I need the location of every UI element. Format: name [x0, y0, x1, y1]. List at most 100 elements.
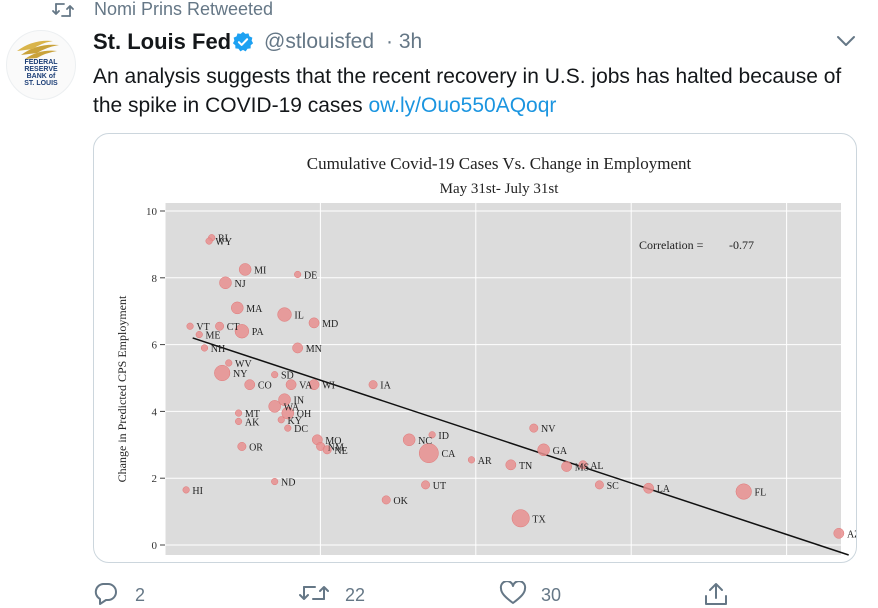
data-label-me: ME	[206, 331, 221, 342]
reply-count: 2	[135, 585, 146, 605]
data-label-in: IN	[294, 396, 305, 407]
data-point-vt	[186, 322, 194, 330]
avatar-logo-text: FEDERAL RESERVE BANK of ST. LOUIS	[7, 59, 75, 87]
data-point-mn	[292, 342, 303, 354]
chevron-down-icon[interactable]	[836, 34, 856, 48]
data-label-tn: TN	[519, 461, 532, 472]
data-point-nv	[529, 423, 539, 433]
data-label-mi: MI	[254, 265, 266, 276]
data-label-co: CO	[258, 381, 272, 392]
data-label-mo: MO	[325, 436, 341, 447]
data-label-wv: WV	[235, 359, 252, 370]
data-label-sd: SD	[281, 371, 294, 382]
data-point-co	[244, 379, 256, 391]
data-label-id: ID	[438, 431, 449, 442]
like-button[interactable]: 30	[499, 578, 579, 608]
data-label-or: OR	[249, 442, 263, 453]
data-point-or	[237, 442, 247, 451]
data-label-ok: OK	[393, 496, 408, 507]
data-point-ok	[381, 495, 391, 505]
data-label-nc: NC	[418, 436, 432, 447]
plot-area	[165, 203, 841, 555]
y-tick-label: 8	[152, 273, 158, 285]
data-label-tx: TX	[532, 514, 546, 525]
tweet-text: An analysis suggests that the recent rec…	[93, 62, 863, 120]
data-label-wy: WY	[215, 237, 232, 248]
data-point-me	[195, 331, 203, 339]
reply-icon	[94, 583, 117, 605]
data-point-wy	[205, 237, 213, 245]
data-label-ma: MA	[246, 304, 263, 315]
data-point-mt	[235, 409, 243, 417]
data-point-tn	[505, 459, 517, 471]
data-point-sc	[594, 480, 604, 490]
data-point-ms	[561, 461, 572, 472]
like-count: 30	[541, 585, 562, 605]
y-tick-label: 2	[152, 473, 158, 485]
logo-line: FEDERAL	[24, 59, 58, 66]
y-tick-label: 0	[152, 540, 158, 552]
logo-line: ST. LOUIS	[24, 80, 58, 87]
data-point-ak	[235, 417, 243, 425]
chart-subtitle: May 31st- July 31st	[440, 181, 560, 197]
data-point-ut	[421, 480, 431, 490]
data-point-fl	[735, 483, 752, 500]
data-label-oh: OH	[297, 409, 311, 420]
avatar[interactable]: FEDERAL RESERVE BANK of ST. LOUIS	[6, 30, 76, 100]
share-button[interactable]	[703, 578, 733, 608]
data-point-va	[285, 379, 297, 391]
data-point-tx	[511, 509, 530, 528]
data-point-hi	[182, 486, 190, 494]
data-label-va: VA	[299, 381, 313, 392]
tweet-link[interactable]: ow.ly/Ouo550AQoqr	[368, 94, 557, 117]
data-point-oh	[281, 406, 295, 420]
correlation-label: Correlation =	[639, 238, 704, 252]
retweet-button[interactable]: 22	[299, 578, 379, 608]
data-label-md: MD	[322, 319, 338, 330]
chart-title: Cumulative Covid-19 Cases Vs. Change in …	[307, 154, 692, 173]
data-point-ny	[214, 364, 231, 382]
data-point-ky	[277, 416, 285, 424]
author-name[interactable]: St. Louis Fed	[93, 29, 232, 54]
scatter-chart: Cumulative Covid-19 Cases Vs. Change in …	[115, 154, 857, 556]
data-label-az: AZ	[847, 529, 857, 540]
data-label-fl: FL	[755, 488, 767, 499]
data-point-ar	[467, 456, 476, 464]
retweet-label[interactable]: Nomi Prins Retweeted	[94, 0, 274, 19]
data-label-mt: MT	[245, 409, 260, 420]
tweet-timestamp[interactable]: · 3h	[386, 30, 423, 53]
data-label-sc: SC	[607, 481, 620, 492]
data-point-dc	[284, 424, 292, 432]
reply-button[interactable]: 2	[93, 578, 173, 608]
data-label-nd: ND	[281, 478, 295, 489]
data-point-sd	[271, 371, 279, 379]
data-label-ga: GA	[553, 446, 568, 457]
data-label-nj: NJ	[234, 279, 245, 290]
data-point-ma	[231, 301, 244, 315]
data-point-in	[278, 393, 291, 406]
data-point-mi	[238, 263, 252, 276]
data-label-wa: WA	[284, 402, 300, 413]
data-label-ar: AR	[478, 456, 492, 467]
data-label-dc: DC	[294, 424, 308, 435]
eagle-logo-icon	[17, 40, 59, 59]
data-label-vt: VT	[196, 322, 209, 333]
y-tick-label: 6	[152, 340, 158, 352]
correlation-value: -0.77	[729, 238, 754, 252]
data-point-nj	[219, 276, 232, 290]
data-point-la	[643, 482, 654, 494]
data-label-nh: NH	[211, 344, 225, 355]
data-point-id	[428, 431, 436, 439]
trend-line	[192, 337, 849, 556]
data-point-ga	[537, 443, 550, 457]
data-label-ut: UT	[433, 481, 446, 492]
data-point-wv	[225, 359, 233, 367]
data-point-ia	[368, 380, 378, 390]
data-label-wi: WI	[322, 381, 335, 392]
verified-badge-icon	[232, 31, 254, 52]
tweet-media-chart[interactable]: Cumulative Covid-19 Cases Vs. Change in …	[93, 133, 857, 563]
data-point-az	[833, 527, 845, 539]
data-point-ca	[418, 443, 439, 463]
author-handle[interactable]: @stlouisfed	[264, 30, 375, 53]
data-label-de: DE	[304, 270, 317, 281]
